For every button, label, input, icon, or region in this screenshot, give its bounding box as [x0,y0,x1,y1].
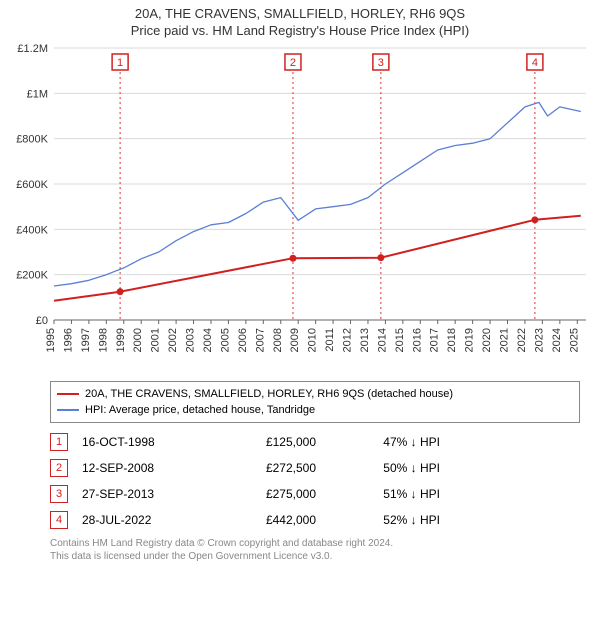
chart-svg: £0 £200K £400K £600K £800K £1M £1.2M 1 2 3 4 1995 19… [0,40,600,370]
legend-label: HPI: Average price, detached house, Tand… [85,404,315,416]
svg-text:2012: 2012 [342,328,354,352]
page: 20A, THE CRAVENS, SMALLFIELD, HORLEY, RH… [0,0,600,563]
svg-text:2014: 2014 [376,328,388,352]
row-pct: 51% ↓ HPI [330,487,440,501]
title-address: 20A, THE CRAVENS, SMALLFIELD, HORLEY, RH… [4,6,596,21]
svg-text:£1.2M: £1.2M [17,43,48,55]
legend: 20A, THE CRAVENS, SMALLFIELD, HORLEY, RH… [50,381,580,423]
svg-text:2003: 2003 [185,328,197,352]
svg-text:£600K: £600K [16,179,48,191]
svg-text:2008: 2008 [272,328,284,352]
legend-swatch [57,409,79,411]
svg-text:2009: 2009 [289,328,301,352]
table-row: 3 27-SEP-2013 £275,000 51% ↓ HPI [50,481,580,507]
svg-text:1996: 1996 [62,328,74,352]
row-date: 28-JUL-2022 [82,513,202,527]
svg-text:2022: 2022 [516,328,528,352]
row-price: £125,000 [216,435,316,449]
row-price: £275,000 [216,487,316,501]
row-price: £272,500 [216,461,316,475]
legend-row: HPI: Average price, detached house, Tand… [57,402,573,418]
row-index-box: 4 [50,511,68,529]
svg-text:2015: 2015 [394,328,406,352]
row-index-box: 1 [50,433,68,451]
svg-text:2: 2 [290,57,296,69]
title-subtitle: Price paid vs. HM Land Registry's House … [4,23,596,38]
svg-text:1: 1 [117,57,123,69]
footer-line2: This data is licensed under the Open Gov… [50,550,580,563]
title-block: 20A, THE CRAVENS, SMALLFIELD, HORLEY, RH… [0,0,600,40]
chart: £0 £200K £400K £600K £800K £1M £1.2M 1 2 3 4 1995 19… [0,40,600,375]
transactions-table: 1 16-OCT-1998 £125,000 47% ↓ HPI 2 12-SEP-200… [50,429,580,533]
svg-text:4: 4 [532,57,538,69]
svg-text:2025: 2025 [568,328,580,352]
row-date: 12-SEP-2008 [82,461,202,475]
svg-text:2011: 2011 [324,328,336,352]
svg-text:2007: 2007 [254,328,266,352]
legend-swatch [57,393,79,395]
svg-text:2017: 2017 [429,328,441,352]
svg-text:1995: 1995 [45,328,57,352]
svg-text:2023: 2023 [533,328,545,352]
svg-text:2020: 2020 [481,328,493,352]
footer-line1: Contains HM Land Registry data © Crown c… [50,537,580,550]
svg-text:2021: 2021 [499,328,511,352]
svg-text:£800K: £800K [16,134,48,146]
table-row: 2 12-SEP-2008 £272,500 50% ↓ HPI [50,455,580,481]
svg-text:2010: 2010 [307,328,319,352]
svg-text:2018: 2018 [446,328,458,352]
row-date: 27-SEP-2013 [82,487,202,501]
footer: Contains HM Land Registry data © Crown c… [50,537,580,563]
svg-text:£0: £0 [36,315,48,327]
svg-text:1999: 1999 [115,328,127,352]
legend-label: 20A, THE CRAVENS, SMALLFIELD, HORLEY, RH… [85,388,453,400]
svg-text:£200K: £200K [16,270,48,282]
svg-text:2016: 2016 [411,328,423,352]
row-date: 16-OCT-1998 [82,435,202,449]
svg-text:2006: 2006 [237,328,249,352]
row-pct: 47% ↓ HPI [330,435,440,449]
svg-text:2013: 2013 [359,328,371,352]
row-pct: 50% ↓ HPI [330,461,440,475]
svg-text:2000: 2000 [132,328,144,352]
svg-text:2001: 2001 [150,328,162,352]
svg-text:2002: 2002 [167,328,179,352]
svg-text:1997: 1997 [80,328,92,352]
svg-text:£400K: £400K [16,224,48,236]
table-row: 4 28-JUL-2022 £442,000 52% ↓ HPI [50,507,580,533]
table-row: 1 16-OCT-1998 £125,000 47% ↓ HPI [50,429,580,455]
legend-row: 20A, THE CRAVENS, SMALLFIELD, HORLEY, RH… [57,386,573,402]
row-price: £442,000 [216,513,316,527]
row-index-box: 2 [50,459,68,477]
row-pct: 52% ↓ HPI [330,513,440,527]
svg-text:3: 3 [378,57,384,69]
svg-text:£1M: £1M [27,88,48,100]
svg-text:1998: 1998 [97,328,109,352]
svg-text:2019: 2019 [464,328,476,352]
svg-text:2004: 2004 [202,328,214,352]
svg-text:2024: 2024 [551,328,563,352]
row-index-box: 3 [50,485,68,503]
svg-text:2005: 2005 [219,328,231,352]
